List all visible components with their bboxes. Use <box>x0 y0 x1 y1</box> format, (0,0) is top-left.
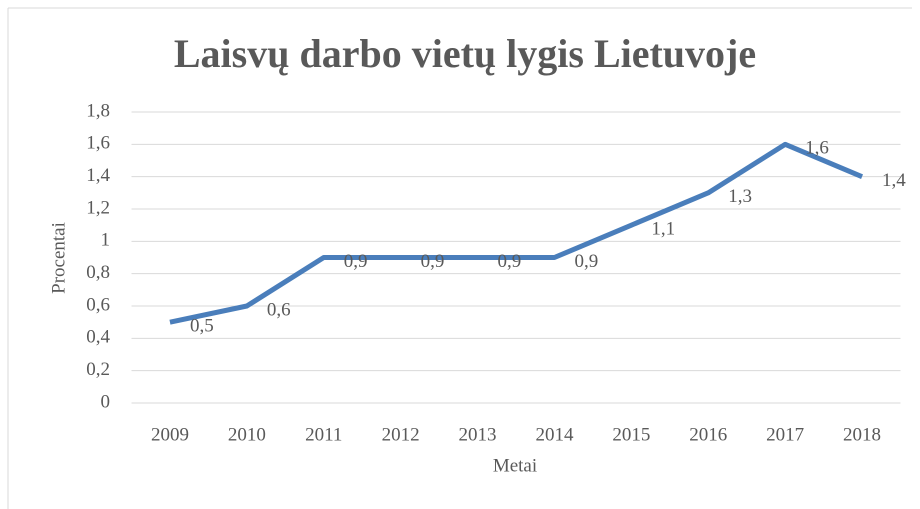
x-axis-label: Metai <box>493 455 537 476</box>
line <box>169 141 864 325</box>
y-tick-label: 1,6 <box>86 133 110 154</box>
x-tick-label: 2014 <box>535 424 574 445</box>
x-tick-label: 2013 <box>459 424 497 445</box>
x-tick-label: 2009 <box>151 424 189 445</box>
data-label: 1,3 <box>728 186 752 207</box>
chart-title: Laisvų darbo vietų lygis Lietuvoje <box>174 31 756 76</box>
y-tick-label: 1,2 <box>86 197 110 218</box>
y-tick-label: 1 <box>101 230 111 251</box>
data-label: 0,9 <box>498 251 522 272</box>
data-label: 0,6 <box>267 299 291 320</box>
data-label: 0,9 <box>344 251 368 272</box>
data-label: 1,6 <box>805 138 829 159</box>
y-tick-label: 1,8 <box>86 100 110 121</box>
y-tick-label: 0,2 <box>86 359 110 380</box>
x-tick-label: 2015 <box>612 424 650 445</box>
data-label: 0,5 <box>190 316 214 337</box>
y-tick-label: 0,6 <box>86 294 110 315</box>
data-label: 0,9 <box>574 251 598 272</box>
x-tick-label: 2012 <box>382 424 420 445</box>
x-tick-label: 2016 <box>689 424 727 445</box>
y-tick-label: 0 <box>101 391 111 412</box>
x-tick-label: 2018 <box>843 424 881 445</box>
data-label: 0,9 <box>421 251 445 272</box>
y-tick-label: 0,4 <box>86 327 110 348</box>
data-label: 1,4 <box>882 170 906 191</box>
data-label: 1,1 <box>651 219 675 240</box>
y-tick-label: 1,4 <box>86 165 110 186</box>
x-tick-label: 2010 <box>228 424 266 445</box>
x-tick-label: 2011 <box>305 424 342 445</box>
frame <box>7 7 912 509</box>
y-axis-label: Procentai <box>48 222 69 294</box>
x-tick-label: 2017 <box>766 424 804 445</box>
y-tick-label: 0,8 <box>86 262 110 283</box>
